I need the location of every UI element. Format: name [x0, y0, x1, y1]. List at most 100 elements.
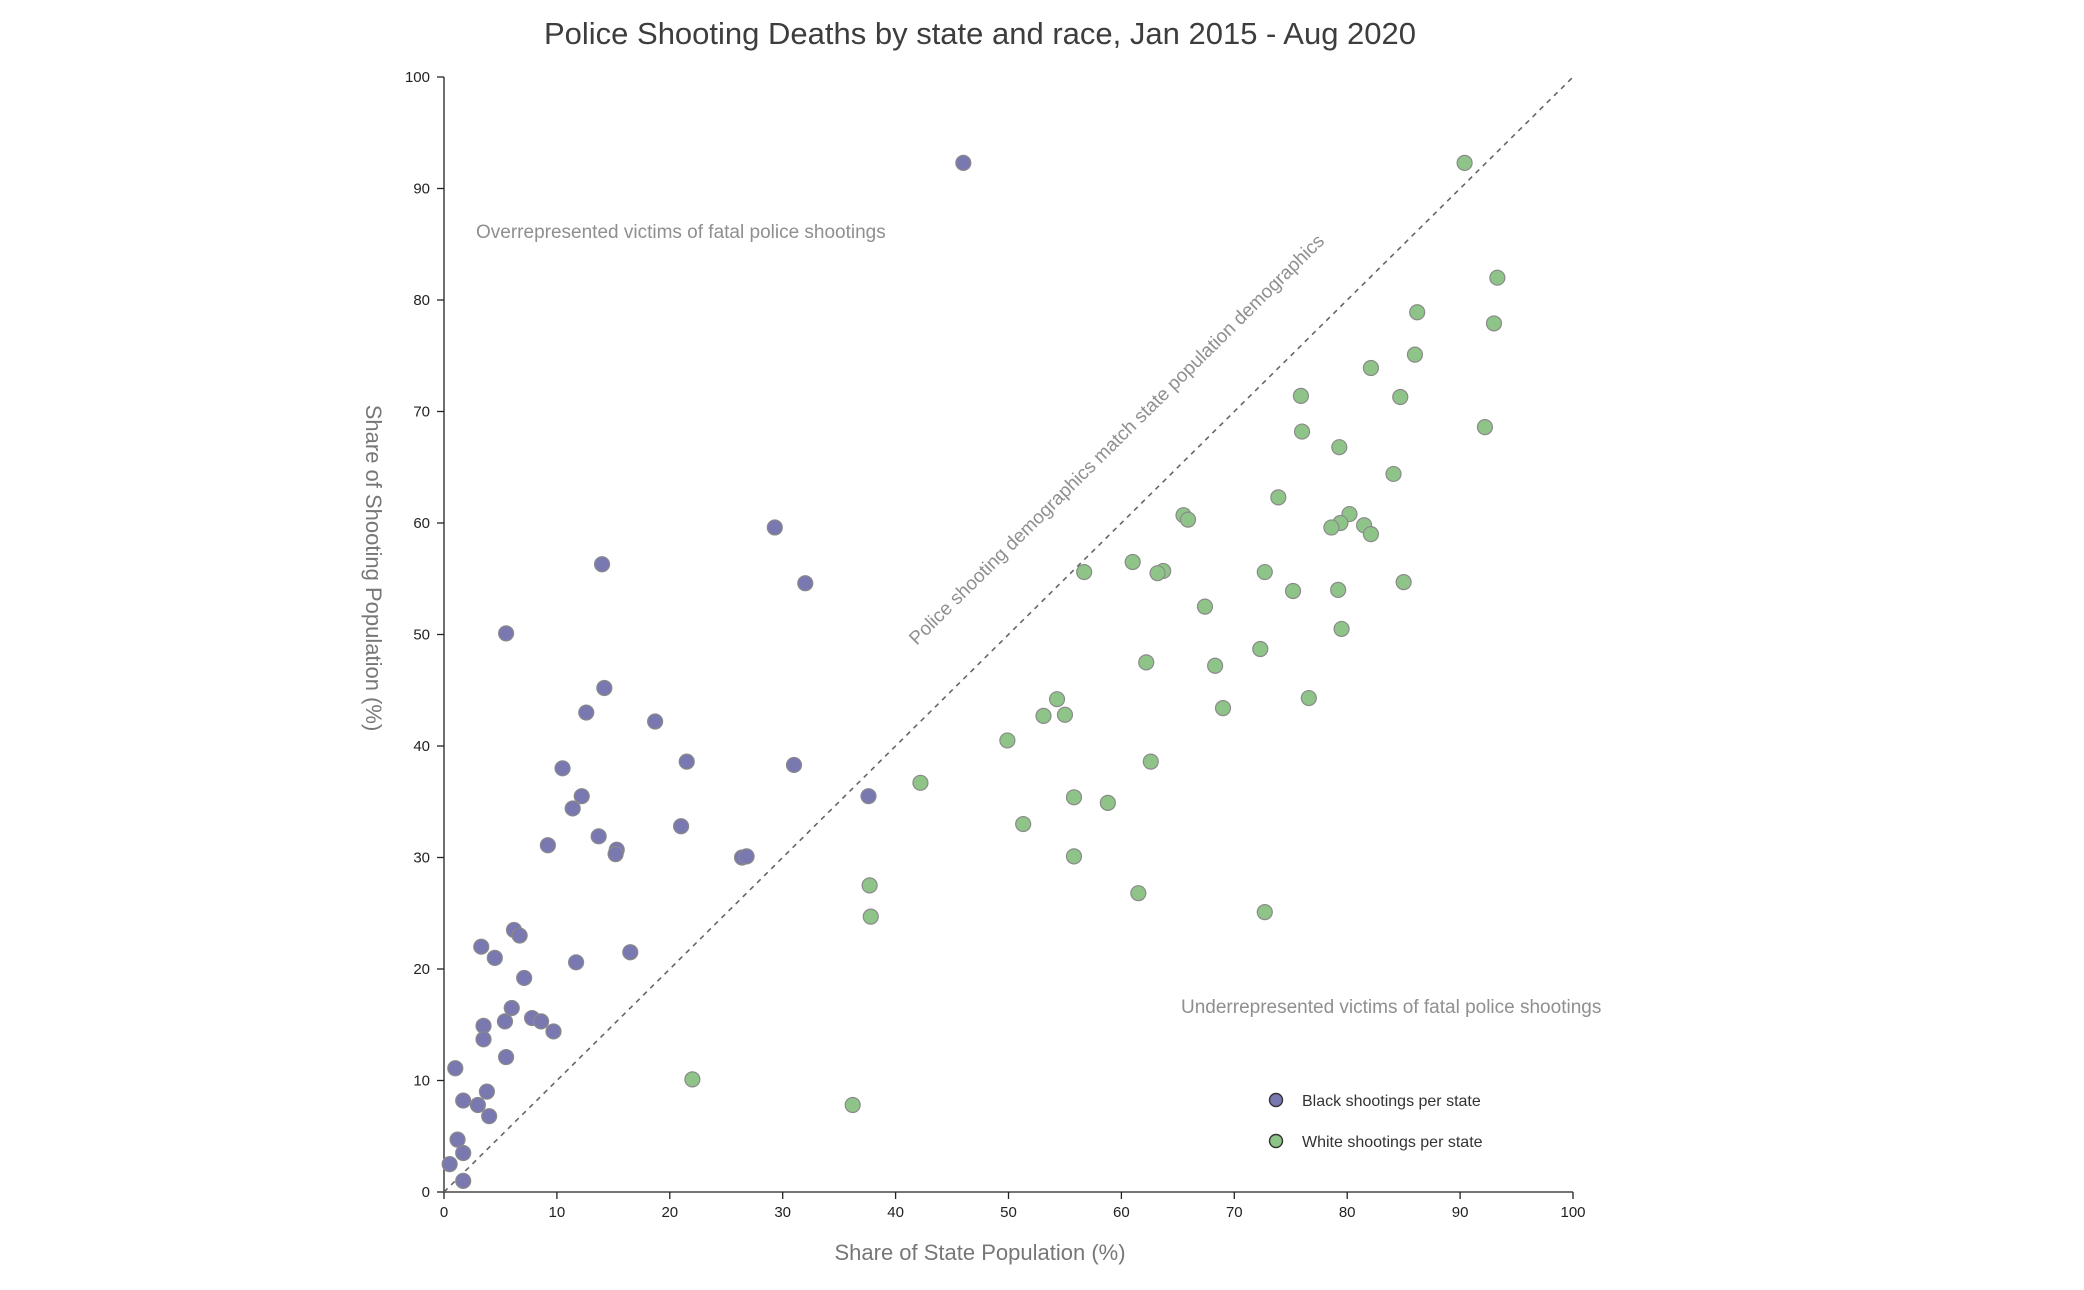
white-shooting-point — [1292, 387, 1310, 404]
white-shooting-point — [1270, 489, 1287, 506]
black-shooting-point — [578, 704, 595, 721]
y-tick-label: 10 — [413, 1073, 430, 1090]
x-tick-label: 0 — [440, 1204, 448, 1221]
white-shooting-point — [1035, 707, 1052, 724]
black-shooting-point — [441, 1156, 458, 1173]
white-shooting-point — [1252, 640, 1269, 658]
white-shooting-point — [1214, 699, 1232, 717]
white-shooting-point — [1300, 689, 1317, 707]
black-shooting-point — [567, 954, 585, 971]
black-shooting-point — [449, 1131, 466, 1148]
white-shooting-point — [1293, 423, 1311, 440]
white-shooting-point — [1485, 315, 1503, 332]
diagonal-annotation: Police shooting demographics match state… — [905, 231, 1329, 650]
black-shooting-point — [478, 1083, 496, 1100]
black-shooting-point — [797, 575, 814, 592]
white-shooting-point — [912, 774, 929, 791]
white-shooting-point — [1330, 581, 1347, 599]
white-shooting-point — [1065, 848, 1083, 865]
black-shooting-point — [455, 1144, 472, 1162]
y-axis-label: Share of Shooting Population (%) — [361, 405, 386, 732]
white-shooting-point — [1406, 346, 1424, 363]
white-shooting-point — [1323, 519, 1340, 536]
legend: Black shootings per state White shooting… — [1268, 1092, 1483, 1151]
white-shooting-point — [1331, 439, 1348, 456]
legend-swatch-white — [1268, 1133, 1284, 1149]
black-shooting-point — [766, 519, 783, 536]
y-tick-label: 20 — [413, 961, 430, 978]
parity-diagonal-line — [443, 76, 1574, 1193]
black-shooting-point — [497, 1048, 515, 1066]
black-shooting-point — [785, 756, 803, 774]
chart-title: Police Shooting Deaths by state and race… — [544, 16, 1416, 51]
black-shooting-point — [622, 944, 639, 961]
black-shooting-point — [860, 788, 877, 805]
white-shooting-point — [1489, 269, 1506, 286]
white-shooting-point — [1130, 885, 1147, 902]
white-shooting-point — [1048, 691, 1066, 708]
black-shooting-point — [473, 938, 490, 955]
black-shooting-point — [481, 1108, 498, 1125]
x-tick-label: 50 — [1000, 1204, 1017, 1221]
black-shooting-point — [455, 1172, 472, 1189]
white-shooting-point — [1015, 815, 1032, 833]
white-shooting-point — [1196, 598, 1214, 615]
white-shooting-point — [1149, 565, 1166, 582]
white-shooting-point — [1362, 526, 1380, 543]
white-shooting-point — [1476, 419, 1494, 436]
legend-swatch-black — [1268, 1092, 1284, 1108]
white-shooting-point — [684, 1071, 701, 1088]
y-tick-label: 60 — [413, 515, 430, 532]
white-shooting-point — [1124, 553, 1141, 571]
white-shooting-point — [1138, 654, 1155, 671]
black-shooting-point — [955, 154, 972, 171]
black-shooting-point — [496, 1013, 514, 1030]
white-shooting-point — [1076, 563, 1093, 581]
y-tick-label: 90 — [413, 181, 430, 198]
y-tick-label: 0 — [422, 1184, 430, 1201]
white-shooting-point — [1456, 154, 1473, 171]
y-axis: 0 10 20 30 40 50 60 70 80 90 100 — [405, 69, 445, 1201]
white-shooting-point — [844, 1096, 861, 1114]
x-tick-label: 90 — [1452, 1204, 1469, 1221]
black-shooting-point — [678, 753, 695, 770]
black-shooting-point — [554, 760, 571, 777]
white-shooting-point — [1392, 388, 1409, 406]
black-shooting-point — [545, 1023, 562, 1040]
x-tick-label: 30 — [774, 1204, 791, 1221]
y-tick-label: 100 — [405, 69, 430, 86]
black-shooting-point — [511, 927, 528, 944]
black-shooting-point — [596, 679, 613, 697]
legend-label-black: Black shootings per state — [1302, 1093, 1481, 1110]
white-shooting-point — [1207, 657, 1224, 674]
black-shooting-point — [516, 969, 533, 987]
underrepresented-annotation: Underrepresented victims of fatal police… — [1181, 997, 1601, 1018]
black-shooting-point — [469, 1096, 486, 1114]
white-shooting-point — [1065, 789, 1083, 806]
x-tick-label: 70 — [1226, 1204, 1243, 1221]
white-shooting-point — [1333, 620, 1350, 638]
white-shooting-point — [1099, 794, 1116, 811]
x-tick-label: 40 — [887, 1204, 904, 1221]
black-shooting-point — [455, 1092, 472, 1109]
black-shooting-point — [564, 800, 581, 817]
y-tick-label: 80 — [413, 292, 430, 309]
legend-label-white: White shootings per state — [1302, 1134, 1483, 1151]
y-tick-label: 70 — [413, 404, 430, 421]
white-shooting-point — [1409, 304, 1426, 321]
black-shooting-point — [593, 556, 611, 573]
black-shooting-point — [607, 846, 624, 863]
y-tick-label: 30 — [413, 850, 430, 867]
white-shooting-point — [1256, 904, 1273, 921]
white-shooting-point — [1256, 563, 1273, 581]
white-shooting-point — [1056, 706, 1074, 723]
x-tick-label: 20 — [661, 1204, 678, 1221]
x-tick-label: 60 — [1113, 1204, 1130, 1221]
black-shooting-point — [590, 828, 607, 845]
white-shooting-point — [1395, 573, 1412, 591]
black-shooting-point — [497, 625, 515, 642]
black-shooting-point — [447, 1060, 464, 1077]
white-shooting-point — [1142, 753, 1159, 770]
black-shooting-point — [672, 818, 690, 835]
